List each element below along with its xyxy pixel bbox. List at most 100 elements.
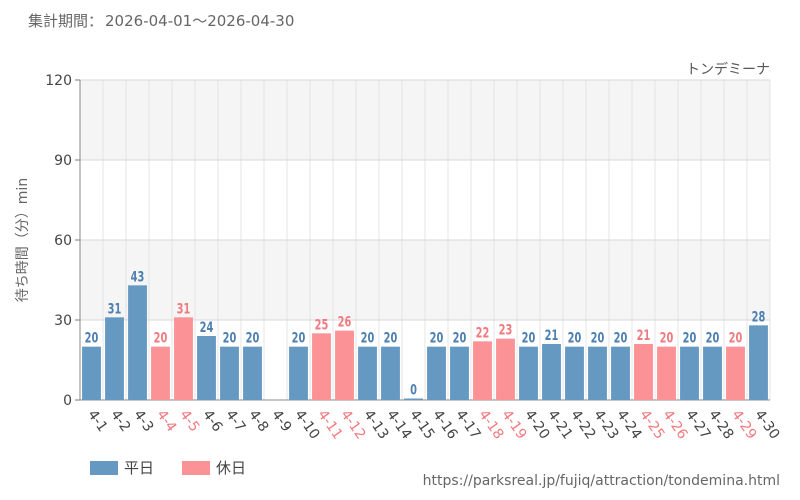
- bar-4-23: [588, 346, 607, 400]
- bar-4-25: [634, 344, 653, 400]
- period-prefix: 集計期間：: [28, 12, 104, 30]
- bar-4-14: [381, 346, 400, 400]
- legend-item-weekday: 平日: [90, 457, 154, 478]
- value-label-4-12: 26: [338, 313, 352, 330]
- bar-4-20: [519, 346, 538, 400]
- x-tick-label-4-10: 4-10: [291, 407, 322, 442]
- bar-4-15: [404, 398, 423, 400]
- x-tick-label-4-14: 4-14: [383, 407, 414, 442]
- x-tick-label-4-27: 4-27: [682, 407, 713, 442]
- bar-4-18: [473, 341, 492, 400]
- period-range: 2026-04-01～2026-04-30: [105, 12, 295, 30]
- x-tick-label-4-2: 4-2: [107, 407, 133, 435]
- value-label-4-20: 20: [522, 329, 536, 346]
- bar-4-24: [611, 346, 630, 400]
- x-tick-label-4-3: 4-3: [130, 407, 156, 435]
- value-label-4-1: 20: [85, 329, 99, 346]
- value-label-4-7: 20: [223, 329, 237, 346]
- value-label-4-25: 21: [637, 327, 651, 344]
- bar-4-27: [680, 346, 699, 400]
- value-label-4-16: 20: [430, 329, 444, 346]
- x-tick-label-4-5: 4-5: [176, 407, 202, 435]
- x-tick-label-4-20: 4-20: [521, 407, 552, 442]
- x-tick-label-4-7: 4-7: [222, 407, 248, 435]
- x-tick-label-4-23: 4-23: [590, 407, 621, 442]
- x-tick-label-4-4: 4-4: [153, 407, 179, 435]
- x-tick-label-4-18: 4-18: [475, 407, 506, 442]
- bar-4-21: [542, 344, 561, 400]
- weekday-swatch: [90, 460, 118, 475]
- x-tick-label-4-11: 4-11: [314, 407, 345, 442]
- x-tick-label-4-13: 4-13: [360, 407, 391, 442]
- x-tick-label-4-22: 4-22: [567, 407, 598, 442]
- bar-4-5: [174, 317, 193, 400]
- bar-4-28: [703, 346, 722, 400]
- bar-4-13: [358, 346, 377, 400]
- legend-holiday-label: 休日: [216, 459, 247, 477]
- value-label-4-26: 20: [660, 329, 674, 346]
- legend-item-holiday: 休日: [182, 457, 246, 478]
- bar-4-26: [657, 346, 676, 400]
- bar-4-8: [243, 346, 262, 400]
- value-label-4-30: 28: [752, 308, 766, 325]
- bar-4-3: [128, 285, 147, 400]
- value-label-4-27: 20: [683, 329, 697, 346]
- x-tick-label-4-1: 4-1: [84, 407, 110, 435]
- x-tick-label-4-16: 4-16: [429, 407, 460, 442]
- value-label-4-3: 43: [131, 268, 145, 285]
- x-tick-label-4-15: 4-15: [406, 407, 437, 442]
- value-label-4-17: 20: [453, 329, 467, 346]
- value-label-4-6: 24: [200, 319, 214, 336]
- value-label-4-23: 20: [591, 329, 605, 346]
- x-tick-label-4-17: 4-17: [452, 407, 483, 442]
- bar-4-2: [105, 317, 124, 400]
- value-label-4-18: 22: [476, 324, 490, 341]
- value-label-4-2: 31: [108, 300, 122, 317]
- x-tick-label-4-12: 4-12: [337, 407, 368, 442]
- value-label-4-21: 21: [545, 327, 559, 344]
- x-tick-label-4-9: 4-9: [268, 407, 294, 435]
- bar-4-12: [335, 330, 354, 400]
- x-tick-label-4-6: 4-6: [199, 407, 225, 435]
- y-tick-label: 60: [54, 233, 72, 249]
- value-label-4-13: 20: [361, 329, 375, 346]
- value-label-4-24: 20: [614, 329, 628, 346]
- x-tick-label-4-19: 4-19: [498, 407, 529, 442]
- bar-4-29: [726, 346, 745, 400]
- value-label-4-29: 20: [729, 329, 743, 346]
- x-tick-label-4-30: 4-30: [751, 407, 782, 442]
- bar-4-1: [82, 346, 101, 400]
- y-tick-label: 90: [54, 153, 72, 169]
- x-tick-label-4-24: 4-24: [613, 407, 644, 442]
- value-label-4-28: 20: [706, 329, 720, 346]
- value-label-4-11: 25: [315, 316, 329, 333]
- value-label-4-14: 20: [384, 329, 398, 346]
- x-tick-label-4-29: 4-29: [728, 407, 759, 442]
- x-tick-label-4-28: 4-28: [705, 407, 736, 442]
- value-label-4-4: 20: [154, 329, 168, 346]
- value-label-4-22: 20: [568, 329, 582, 346]
- bar-4-16: [427, 346, 446, 400]
- value-label-4-8: 20: [246, 329, 260, 346]
- bar-4-6: [197, 336, 216, 400]
- holiday-swatch: [182, 460, 211, 475]
- bar-4-22: [565, 346, 584, 400]
- attraction-name: トンデミーナ: [686, 62, 770, 78]
- value-label-4-5: 31: [177, 300, 191, 317]
- bar-4-4: [151, 346, 170, 400]
- bar-4-19: [496, 338, 515, 400]
- x-tick-label-4-26: 4-26: [659, 407, 690, 442]
- bar-4-7: [220, 346, 239, 400]
- bar-4-11: [312, 333, 331, 400]
- source-url[interactable]: https://parksreal.jp/fujiq/attraction/to…: [422, 473, 780, 489]
- x-tick-label-4-21: 4-21: [544, 407, 575, 442]
- bar-4-10: [289, 346, 308, 400]
- bar-4-30: [749, 325, 768, 400]
- period-label: 集計期間： 2026-04-01～2026-04-30: [28, 10, 294, 31]
- bar-4-17: [450, 346, 469, 400]
- value-label-4-19: 23: [499, 321, 513, 338]
- x-tick-label-4-25: 4-25: [636, 407, 667, 442]
- value-label-4-15: 0: [410, 381, 417, 398]
- legend: 平日 休日: [90, 457, 274, 478]
- legend-weekday-label: 平日: [124, 459, 155, 477]
